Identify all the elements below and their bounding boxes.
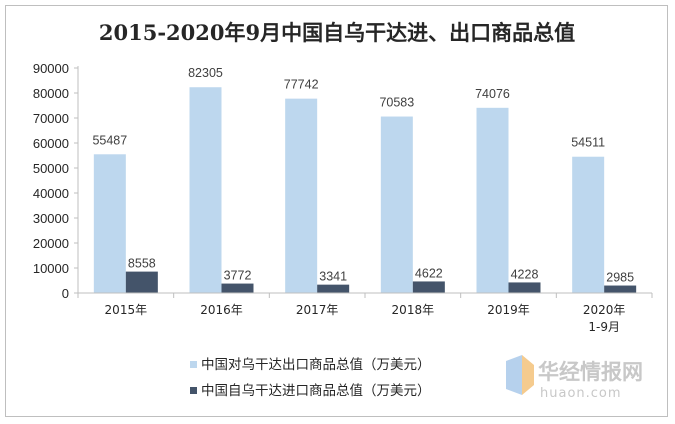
bar-export <box>572 156 605 293</box>
bar-export <box>476 107 509 293</box>
y-tick-label: 50000 <box>33 161 69 176</box>
y-tick-label: 30000 <box>33 211 69 226</box>
bar-import <box>221 283 254 293</box>
bar-import <box>412 281 445 293</box>
data-labels: 55487 8558 82305 3772 77742 3341 70583 4622 7407… <box>92 66 634 284</box>
data-label-export: 77742 <box>284 78 319 92</box>
x-axis: 2015年 2016年 2017年 2018年 2019年 2020年 1-9月 <box>77 292 653 334</box>
data-label-export: 74076 <box>475 87 510 101</box>
watermark-logo-icon <box>506 355 534 395</box>
data-label-import: 4228 <box>511 267 539 281</box>
x-tick-label: 2019年 <box>487 303 530 317</box>
x-tick-label: 1-9月 <box>588 320 620 334</box>
bar-export <box>189 87 222 293</box>
y-tick-label: 90000 <box>33 61 69 76</box>
legend-label-import: 中国自乌干达进口商品总值（万美元） <box>201 383 431 399</box>
bar-import <box>317 284 350 293</box>
data-label-export: 70583 <box>379 96 414 110</box>
y-tick-label: 60000 <box>33 136 69 151</box>
data-label-import: 3772 <box>224 269 252 283</box>
bar-import <box>604 285 637 293</box>
bar-export <box>93 154 126 293</box>
x-tick-label: 2016年 <box>200 303 243 317</box>
data-label-export: 55487 <box>92 133 127 147</box>
chart-title: 2015-2020年9月中国自乌干达进、出口商品总值 <box>99 20 575 45</box>
legend: 中国对乌干达出口商品总值（万美元） 中国自乌干达进口商品总值（万美元） <box>190 357 431 399</box>
data-label-import: 2985 <box>606 271 634 285</box>
x-tick-label: 2018年 <box>392 303 435 317</box>
watermark: 华经情报网 huaon.com <box>506 355 643 401</box>
bar-chart: 2015-2020年9月中国自乌干达进、出口商品总值 0 10000 20000 30… <box>33 20 653 401</box>
legend-label-export: 中国对乌干达出口商品总值（万美元） <box>201 357 431 373</box>
data-label-import: 4622 <box>415 266 443 280</box>
x-tick-label: 2020年 <box>583 303 626 317</box>
y-axis: 0 10000 20000 30000 40000 50000 60000 70000 8000… <box>33 61 79 301</box>
bars <box>93 87 637 294</box>
bar-import <box>508 282 541 293</box>
watermark-url: huaon.com <box>540 386 622 401</box>
data-label-export: 54511 <box>571 136 605 150</box>
y-tick-label: 70000 <box>33 111 69 126</box>
data-label-import: 3341 <box>319 270 347 284</box>
legend-swatch-export <box>190 361 197 368</box>
legend-swatch-import <box>190 387 197 394</box>
bar-export <box>285 98 318 294</box>
x-tick-label: 2015年 <box>105 303 148 317</box>
y-tick-label: 80000 <box>33 86 69 101</box>
y-tick-label: 40000 <box>33 186 69 201</box>
watermark-text: 华经情报网 <box>538 360 643 384</box>
y-tick-label: 10000 <box>33 261 69 276</box>
y-tick-label: 0 <box>62 286 69 301</box>
chart-frame: 2015-2020年9月中国自乌干达进、出口商品总值 0 10000 20000 30… <box>5 5 668 417</box>
data-label-export: 82305 <box>188 66 223 80</box>
x-tick-label: 2017年 <box>296 303 339 317</box>
y-tick-label: 20000 <box>33 236 69 251</box>
data-label-import: 8558 <box>128 257 156 271</box>
bar-import <box>125 271 158 293</box>
bar-export <box>380 116 413 293</box>
